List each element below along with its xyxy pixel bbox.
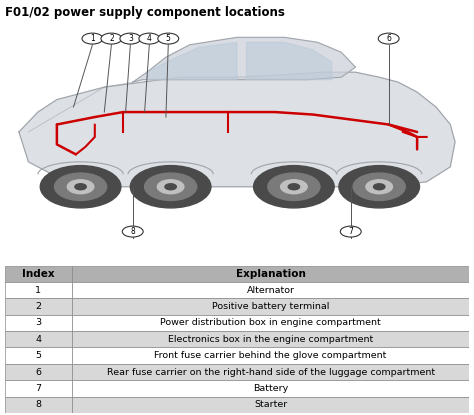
Text: Starter: Starter [254, 400, 287, 409]
Text: 4: 4 [147, 34, 152, 43]
Text: 3: 3 [36, 318, 42, 327]
Text: Alternator: Alternator [246, 286, 295, 295]
Bar [72, 331, 469, 347]
Text: 1: 1 [36, 286, 41, 295]
Bar [5, 282, 72, 298]
Polygon shape [133, 37, 356, 82]
Circle shape [158, 33, 179, 44]
Bar [5, 380, 72, 397]
Text: Electronics box in the engine compartment: Electronics box in the engine compartmen… [168, 335, 374, 344]
Text: Explanation: Explanation [236, 269, 306, 279]
Polygon shape [19, 72, 455, 187]
Bar [72, 298, 469, 315]
Text: 8: 8 [36, 400, 41, 409]
Text: 6: 6 [386, 34, 391, 43]
Circle shape [268, 173, 320, 200]
Circle shape [157, 180, 184, 194]
Circle shape [165, 184, 176, 190]
Text: F01/02 power supply component locations: F01/02 power supply component locations [5, 6, 284, 19]
Circle shape [67, 180, 94, 194]
Bar [5, 364, 72, 380]
Circle shape [339, 166, 419, 208]
Text: Battery: Battery [253, 384, 288, 393]
Circle shape [378, 33, 399, 44]
Bar [72, 315, 469, 331]
Circle shape [374, 184, 385, 190]
Circle shape [254, 166, 334, 208]
Text: 7: 7 [36, 384, 41, 393]
Circle shape [75, 184, 86, 190]
Bar [72, 380, 469, 397]
Text: 6: 6 [36, 368, 41, 376]
Text: 1: 1 [90, 34, 95, 43]
Text: Rear fuse carrier on the right-hand side of the luggage compartment: Rear fuse carrier on the right-hand side… [107, 368, 435, 376]
Circle shape [139, 33, 160, 44]
Bar [72, 364, 469, 380]
Bar [72, 266, 469, 282]
Polygon shape [147, 42, 237, 80]
Bar [72, 397, 469, 413]
Circle shape [288, 184, 300, 190]
Text: 5: 5 [36, 351, 41, 360]
Polygon shape [246, 42, 332, 80]
Bar [5, 315, 72, 331]
Circle shape [281, 180, 307, 194]
Text: 3: 3 [128, 34, 133, 43]
Circle shape [340, 226, 361, 237]
Circle shape [101, 33, 122, 44]
Text: 4: 4 [36, 335, 41, 344]
Circle shape [55, 173, 107, 200]
Circle shape [130, 166, 211, 208]
Text: 5: 5 [166, 34, 171, 43]
Text: Power distribution box in engine compartment: Power distribution box in engine compart… [160, 318, 381, 327]
Circle shape [366, 180, 392, 194]
Bar [5, 331, 72, 347]
Circle shape [145, 173, 197, 200]
Text: 8: 8 [130, 227, 135, 236]
Bar [5, 397, 72, 413]
Text: 2: 2 [36, 302, 41, 311]
Circle shape [40, 166, 121, 208]
Circle shape [122, 226, 143, 237]
Bar [5, 266, 72, 282]
Bar [72, 282, 469, 298]
Bar [5, 347, 72, 364]
Circle shape [353, 173, 405, 200]
Circle shape [120, 33, 141, 44]
Text: 2: 2 [109, 34, 114, 43]
Text: Index: Index [22, 269, 55, 279]
Text: Positive battery terminal: Positive battery terminal [212, 302, 329, 311]
Text: 7: 7 [348, 227, 353, 236]
Text: Front fuse carrier behind the glove compartment: Front fuse carrier behind the glove comp… [155, 351, 387, 360]
Bar [5, 298, 72, 315]
Circle shape [82, 33, 103, 44]
Bar [72, 347, 469, 364]
